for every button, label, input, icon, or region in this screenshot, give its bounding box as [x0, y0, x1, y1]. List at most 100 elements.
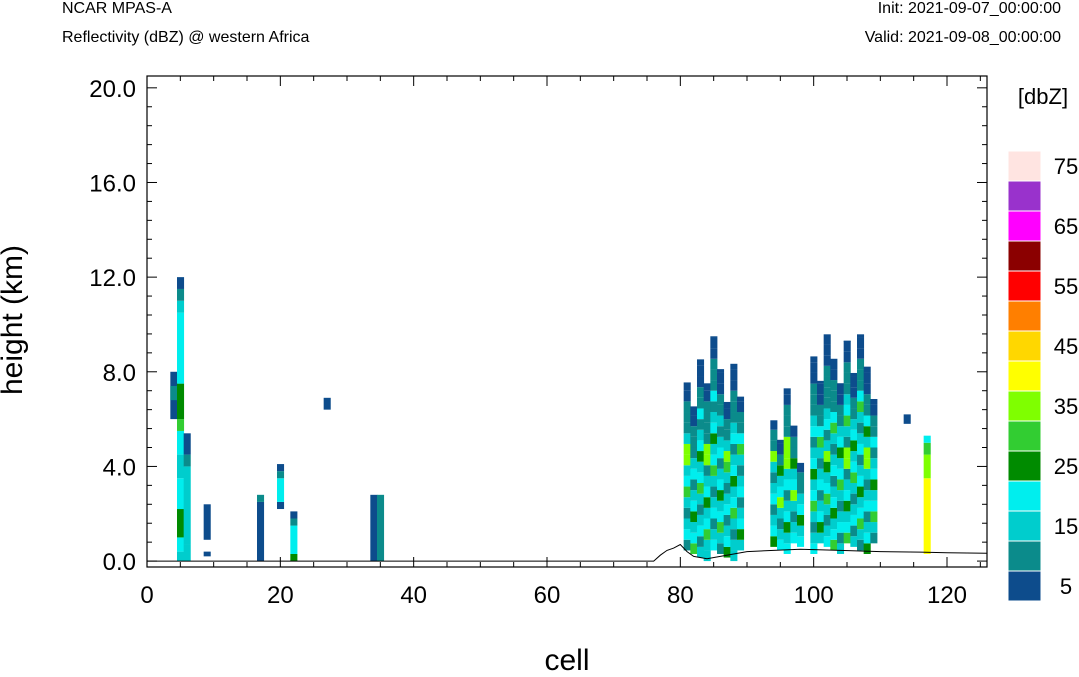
- reflectivity-cell: [783, 468, 791, 480]
- reflectivity-cell: [857, 465, 865, 476]
- reflectivity-cell: [737, 475, 745, 487]
- reflectivity-cell: [683, 497, 691, 508]
- reflectivity-cell: [830, 443, 838, 455]
- reflectivity-cell: [697, 365, 705, 377]
- reflectivity-cell: [870, 532, 878, 544]
- reflectivity-cell: [817, 479, 825, 491]
- reflectivity-cell: [850, 376, 858, 388]
- reflectivity-cell: [863, 532, 871, 544]
- reflectivity-cell: [783, 426, 791, 437]
- reflectivity-cell: [783, 490, 791, 501]
- reflectivity-cell: [817, 490, 825, 501]
- reflectivity-cell: [837, 532, 845, 544]
- reflectivity-cell: [717, 369, 725, 373]
- reflectivity-cell: [850, 514, 858, 526]
- reflectivity-cell: [717, 394, 725, 405]
- reflectivity-cell: [730, 497, 738, 508]
- reflectivity-cell: [770, 504, 778, 515]
- reflectivity-cell: [737, 443, 745, 455]
- reflectivity-cell: [690, 522, 698, 533]
- reflectivity-cell: [777, 507, 785, 519]
- reflectivity-cell: [843, 479, 851, 491]
- reflectivity-cell: [823, 472, 831, 483]
- reflectivity-cell: [177, 300, 185, 313]
- reflectivity-cell: [770, 461, 778, 473]
- reflectivity-cell: [737, 465, 745, 476]
- reflectivity-cell: [177, 288, 185, 301]
- reflectivity-cell: [723, 472, 731, 483]
- reflectivity-cell: [857, 337, 865, 349]
- reflectivity-cell: [810, 532, 818, 544]
- reflectivity-cell: [823, 376, 831, 388]
- reflectivity-cell: [177, 419, 185, 431]
- reflectivity-cell: [723, 401, 731, 409]
- reflectivity-cell: [810, 394, 818, 405]
- reflectivity-cell: [870, 479, 878, 491]
- reflectivity-cell: [843, 447, 851, 459]
- reflectivity-cell: [737, 529, 745, 540]
- colorbar-label: 5: [1060, 574, 1072, 599]
- reflectivity-cell: [690, 479, 698, 491]
- reflectivity-cell: [843, 394, 851, 405]
- reflectivity-cell: [683, 443, 691, 455]
- reflectivity-cell: [710, 380, 718, 391]
- reflectivity-cell: [870, 500, 878, 512]
- reflectivity-cell: [810, 383, 818, 395]
- reflectivity-cell: [770, 536, 778, 547]
- reflectivity-cell: [870, 468, 878, 480]
- colorbar: 5 15 25 35 45 55 65 75: [1007, 150, 1078, 602]
- reflectivity-cell: [823, 461, 831, 473]
- reflectivity-cell: [837, 543, 845, 554]
- colorbar-swatch: [1007, 180, 1042, 212]
- colorbar-swatch: [1007, 450, 1042, 482]
- reflectivity-cell: [703, 475, 711, 487]
- reflectivity-cell: [790, 511, 798, 523]
- reflectivity-cell: [830, 497, 838, 508]
- reflectivity-cell: [843, 490, 851, 501]
- reflectivity-cell: [870, 426, 878, 437]
- reflectivity-cell: [737, 396, 745, 402]
- reflectivity-cell: [730, 507, 738, 519]
- reflectivity-cell: [850, 504, 858, 515]
- reflectivity-cell: [730, 475, 738, 487]
- reflectivity-cell: [857, 422, 865, 434]
- reflectivity-cell: [817, 468, 825, 480]
- x-axis-label: cell: [544, 644, 589, 677]
- reflectivity-cell: [857, 369, 865, 381]
- reflectivity-cell: [783, 436, 791, 448]
- reflectivity-cell: [843, 341, 851, 352]
- reflectivity-cell: [683, 454, 691, 466]
- reflectivity-cell: [810, 522, 818, 533]
- reflectivity-cell: [323, 397, 331, 410]
- reflectivity-cell: [277, 471, 285, 479]
- reflectivity-cell: [730, 380, 738, 391]
- reflectivity-cell: [730, 401, 738, 413]
- reflectivity-cell: [870, 447, 878, 459]
- colorbar-label: 65: [1054, 214, 1078, 239]
- reflectivity-cell: [810, 415, 818, 427]
- reflectivity-cell: [843, 426, 851, 437]
- reflectivity-cell: [697, 514, 705, 526]
- reflectivity-cell: [863, 500, 871, 512]
- y-tick-label: 4.0: [103, 454, 136, 481]
- reflectivity-cell: [797, 514, 805, 526]
- reflectivity-cell: [177, 478, 185, 510]
- reflectivity-cell: [710, 465, 718, 476]
- x-tick-label: 100: [794, 582, 834, 609]
- reflectivity-cell: [823, 365, 831, 377]
- reflectivity-cell: [850, 408, 858, 420]
- reflectivity-cell: [290, 511, 298, 519]
- reflectivity-cell: [703, 507, 711, 519]
- reflectivity-cell: [690, 406, 698, 416]
- reflectivity-cell: [870, 398, 878, 405]
- reflectivity-cell: [683, 539, 691, 551]
- reflectivity-cell: [777, 539, 785, 551]
- reflectivity-cell: [923, 435, 931, 443]
- reflectivity-cell: [783, 543, 791, 554]
- reflectivity-cell: [690, 447, 698, 459]
- reflectivity-cell: [170, 385, 178, 401]
- reflectivity-cell: [830, 412, 838, 423]
- reflectivity-cell: [817, 447, 825, 459]
- reflectivity-cell: [697, 493, 705, 505]
- reflectivity-cell: [770, 482, 778, 494]
